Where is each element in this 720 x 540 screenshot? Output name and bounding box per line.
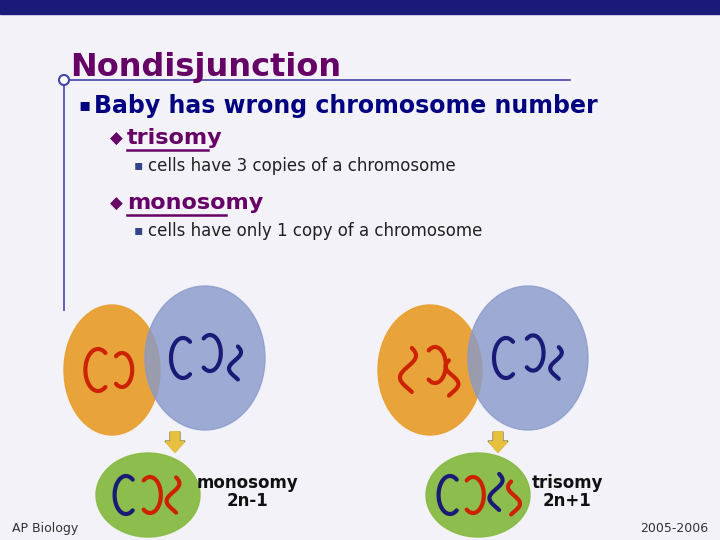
Text: ▪: ▪ bbox=[134, 158, 143, 172]
FancyArrow shape bbox=[165, 432, 185, 452]
FancyArrow shape bbox=[166, 432, 184, 452]
FancyArrow shape bbox=[489, 432, 507, 452]
Text: trisomy: trisomy bbox=[531, 474, 603, 492]
Text: monosomy: monosomy bbox=[197, 474, 299, 492]
Text: 2n+1: 2n+1 bbox=[543, 492, 591, 510]
Text: 2005-2006: 2005-2006 bbox=[640, 522, 708, 535]
Text: Nondisjunction: Nondisjunction bbox=[70, 52, 341, 83]
Circle shape bbox=[59, 75, 69, 85]
Text: ▪: ▪ bbox=[78, 96, 90, 114]
Text: 2n-1: 2n-1 bbox=[227, 492, 269, 510]
Text: AP Biology: AP Biology bbox=[12, 522, 78, 535]
Ellipse shape bbox=[426, 453, 530, 537]
Text: monosomy: monosomy bbox=[127, 193, 264, 213]
FancyArrow shape bbox=[489, 432, 507, 452]
Text: Baby has wrong chromosome number: Baby has wrong chromosome number bbox=[94, 94, 598, 118]
FancyArrow shape bbox=[488, 432, 508, 452]
Ellipse shape bbox=[64, 305, 160, 435]
Text: trisomy: trisomy bbox=[127, 128, 222, 148]
Bar bbox=[0, 0, 720, 14]
Text: cells have 3 copies of a chromosome: cells have 3 copies of a chromosome bbox=[148, 157, 456, 175]
Text: ▪: ▪ bbox=[134, 223, 143, 237]
Ellipse shape bbox=[96, 453, 200, 537]
Text: ◆: ◆ bbox=[110, 195, 122, 213]
Ellipse shape bbox=[145, 286, 265, 430]
FancyArrow shape bbox=[166, 432, 184, 452]
Text: cells have only 1 copy of a chromosome: cells have only 1 copy of a chromosome bbox=[148, 222, 482, 240]
Ellipse shape bbox=[468, 286, 588, 430]
Ellipse shape bbox=[378, 305, 482, 435]
Text: ◆: ◆ bbox=[110, 130, 122, 148]
